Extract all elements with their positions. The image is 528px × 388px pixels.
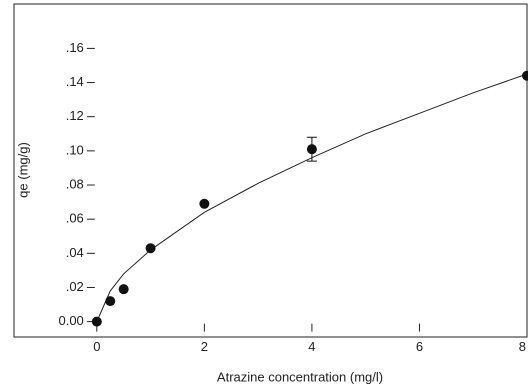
data-point	[92, 317, 102, 327]
data-point	[307, 144, 317, 154]
data-point	[105, 296, 115, 306]
y-tick-label: .12	[66, 108, 84, 123]
y-tick-label: .04	[66, 245, 84, 260]
y-tick-label: .02	[66, 279, 84, 294]
x-axis-label: Atrazine concentration (mg/l)	[217, 369, 383, 384]
y-axis-label: qe (mg/g)	[15, 142, 30, 198]
y-tick-label: .08	[66, 176, 84, 191]
x-tick-label: 0	[93, 339, 100, 354]
x-tick-label: 6	[416, 339, 423, 354]
y-tick-label: .10	[66, 142, 84, 157]
data-point	[522, 71, 528, 81]
x-tick-label: 4	[308, 339, 315, 354]
data-point	[146, 243, 156, 253]
fit-curve	[97, 74, 527, 322]
y-tick-label: .16	[66, 40, 84, 55]
x-tick-label: 8	[519, 339, 526, 354]
chart: qe (mg/g) Atrazine concentration (mg/l) …	[0, 0, 528, 388]
data-point	[119, 284, 129, 294]
y-tick-label: .06	[66, 211, 84, 226]
data-point	[199, 199, 209, 209]
y-tick-label: .14	[66, 74, 84, 89]
y-tick-label: 0.00	[58, 313, 83, 328]
x-tick-label: 2	[201, 339, 208, 354]
